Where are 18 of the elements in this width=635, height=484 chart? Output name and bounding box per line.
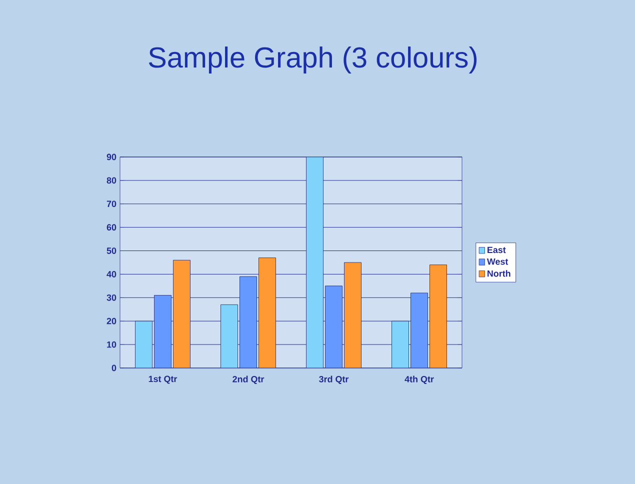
y-tick-label: 80 bbox=[106, 177, 116, 184]
y-tick-label: 30 bbox=[106, 294, 116, 301]
y-tick-label: 20 bbox=[106, 318, 116, 324]
y-tick-label: 70 bbox=[106, 200, 116, 208]
legend-label: North bbox=[488, 270, 510, 277]
y-tick-label: 10 bbox=[107, 341, 116, 348]
x-tick-label: 1st Qtr bbox=[148, 376, 178, 384]
chart-title: Sample Graph (3 colours) bbox=[148, 46, 477, 74]
legend-label: West bbox=[486, 258, 508, 265]
y-tick-label: 90 bbox=[106, 154, 116, 160]
y-tick-label: 0 bbox=[112, 364, 116, 372]
x-tick-label: 2nd Qtr bbox=[232, 376, 264, 384]
x-tick-label: 4th Qtr bbox=[404, 376, 434, 384]
y-tick-label: 60 bbox=[106, 224, 116, 230]
y-tick-label: 40 bbox=[106, 271, 116, 278]
y-tick-label: 50 bbox=[106, 248, 116, 254]
legend-label: East bbox=[488, 246, 506, 254]
x-tick-label: 3rd Qtr bbox=[319, 376, 349, 384]
